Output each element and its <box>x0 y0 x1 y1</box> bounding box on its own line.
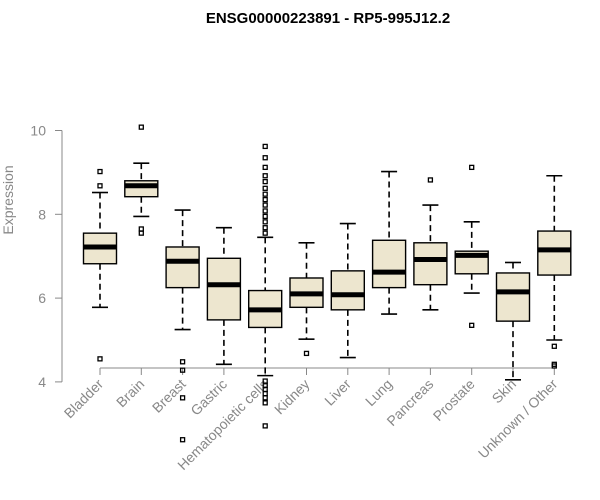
outlier-point <box>262 230 268 236</box>
box-gastric <box>206 226 242 366</box>
outlier-point <box>262 196 268 203</box>
y-tick-label: 6 <box>38 290 46 306</box>
outlier-point <box>97 356 103 362</box>
chart-title: ENSG00000223891 - RP5-995J12.2 <box>206 10 450 27</box>
outlier-point <box>179 367 186 373</box>
outlier-point <box>262 164 268 171</box>
outlier-point <box>262 213 268 220</box>
outlier-point <box>427 177 434 183</box>
y-axis: 4 6 8 10 <box>30 123 63 390</box>
y-tick-label: 10 <box>30 123 46 139</box>
outlier-point <box>551 343 557 349</box>
x-tick-label: Liver <box>321 376 354 409</box>
iqr-box <box>413 242 448 286</box>
y-tick-label: 4 <box>38 374 46 390</box>
x-tick-label: Lung <box>362 376 395 409</box>
outlier-point <box>138 124 144 130</box>
outlier-point <box>551 363 557 369</box>
outlier-point <box>138 226 144 232</box>
outlier-point <box>303 350 310 357</box>
box-brain <box>124 124 159 236</box>
box-liver <box>330 222 365 359</box>
x-tick-label: Bladder <box>61 376 107 422</box>
iqr-box <box>124 180 159 198</box>
outlier-point <box>262 185 268 191</box>
outlier-point <box>469 322 475 328</box>
outlier-point <box>179 437 186 443</box>
boxes-group <box>82 124 572 443</box>
iqr-box <box>165 246 200 289</box>
outlier-point <box>179 395 186 401</box>
outlier-point <box>262 208 268 214</box>
iqr-box <box>206 257 242 321</box>
outlier-point <box>262 178 268 185</box>
outlier-point <box>469 164 475 171</box>
outlier-point <box>262 191 268 197</box>
outlier-point <box>262 155 268 161</box>
x-tick-label: Kidney <box>271 376 313 418</box>
x-tick-label: Brain <box>113 376 147 410</box>
iqr-box <box>537 230 572 276</box>
box-lung <box>371 170 407 315</box>
outlier-point <box>262 202 268 208</box>
y-axis-label: Expression <box>0 165 16 234</box>
box-unknown-other <box>537 174 572 369</box>
box-pancreas <box>413 177 448 311</box>
box-skin <box>495 261 531 381</box>
outlier-point <box>138 230 144 236</box>
iqr-box <box>330 270 365 311</box>
outlier-point <box>262 395 268 401</box>
outlier-point <box>179 359 186 365</box>
box-hematopoietic-cells <box>247 143 283 429</box>
box-breast <box>165 209 200 443</box>
iqr-box <box>495 272 531 322</box>
outlier-point <box>262 225 268 231</box>
y-tick-label: 8 <box>38 206 46 222</box>
outlier-point <box>262 173 268 179</box>
box-bladder <box>82 168 118 362</box>
box-prostate <box>454 164 489 328</box>
outlier-point <box>262 219 268 225</box>
box-kidney <box>289 241 324 357</box>
outlier-point <box>97 183 103 189</box>
outlier-point <box>262 143 268 150</box>
outlier-point <box>97 168 103 175</box>
x-tick-label: Prostate <box>430 376 478 424</box>
outlier-point <box>262 400 268 406</box>
outlier-point <box>262 390 268 397</box>
outlier-point <box>262 423 268 429</box>
iqr-box <box>371 239 407 289</box>
